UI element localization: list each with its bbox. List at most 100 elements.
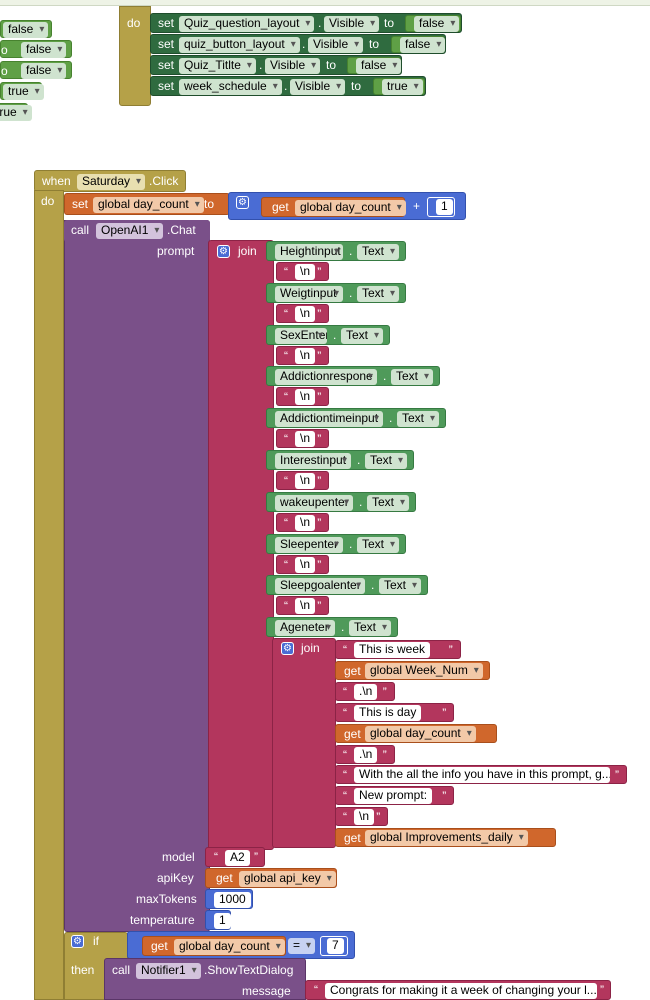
text-field[interactable]: This is day bbox=[354, 704, 422, 721]
property-dropdown[interactable]: Text bbox=[367, 494, 410, 511]
component-text-getter[interactable]: Ageneter. Text bbox=[266, 617, 398, 638]
text-string-block[interactable]: “ \n” bbox=[276, 512, 330, 532]
component-text-getter[interactable]: Heightinput. Text bbox=[266, 241, 406, 261]
text-field[interactable]: \n bbox=[295, 514, 316, 531]
text-string-block[interactable]: “ New prompt: ” bbox=[335, 786, 455, 806]
message-field[interactable]: Congrats for making it a week of changin… bbox=[325, 983, 597, 999]
message-text-block[interactable]: “ Congrats for making it a week of chang… bbox=[305, 980, 611, 1000]
component-dropdown[interactable]: wakeupenter bbox=[275, 494, 353, 511]
component-dropdown[interactable]: Addictiontimeinput bbox=[275, 411, 383, 428]
text-string-block[interactable]: “ .\n ” bbox=[335, 744, 395, 764]
left-false-block-1[interactable]: false bbox=[0, 20, 52, 38]
property-dropdown[interactable]: Visible bbox=[308, 37, 364, 53]
variable-dropdown[interactable]: global Improvements_daily bbox=[365, 830, 528, 847]
inner-join-gear-icon[interactable]: ⚙ bbox=[281, 642, 294, 655]
top-set-row-2[interactable]: set quiz_button_layout . Visible to fals… bbox=[150, 34, 446, 54]
text-field[interactable]: \n bbox=[295, 347, 316, 364]
component-dropdown[interactable]: SexEnter bbox=[275, 327, 327, 344]
component-text-getter[interactable]: Addictiontimeinput. Text bbox=[266, 408, 446, 429]
text-field[interactable]: \n bbox=[295, 473, 316, 489]
get-api-key-block[interactable]: get global api_key bbox=[205, 868, 337, 888]
component-text-getter[interactable]: Weigtinput. Text bbox=[266, 282, 406, 303]
text-field[interactable]: This is week bbox=[354, 642, 431, 658]
component-dropdown[interactable]: Sleepgoalenter bbox=[275, 578, 365, 595]
boolean-block[interactable]: false bbox=[405, 15, 461, 32]
set-variable-dropdown[interactable]: global day_count bbox=[93, 197, 204, 213]
left-false-block-2[interactable]: o false bbox=[0, 40, 72, 58]
boolean-block[interactable]: false bbox=[391, 36, 446, 53]
property-dropdown[interactable]: Text bbox=[357, 244, 400, 260]
outer-join-block[interactable] bbox=[208, 240, 274, 850]
property-dropdown[interactable]: Visible bbox=[265, 58, 321, 74]
text-string-block[interactable]: “ \n” bbox=[276, 596, 330, 616]
text-field[interactable]: \n bbox=[295, 556, 316, 573]
mutator-gear-icon[interactable]: ⚙ bbox=[236, 196, 249, 209]
get-variable-block[interactable]: get global Week_Num bbox=[335, 660, 490, 680]
max-tokens-field[interactable]: 1000 bbox=[214, 892, 251, 908]
text-string-block[interactable]: “ \n” bbox=[276, 303, 330, 323]
boolean-dropdown[interactable]: false bbox=[400, 37, 446, 53]
text-string-block[interactable]: “ \n” bbox=[276, 429, 330, 449]
left-true-block-2[interactable]: true bbox=[0, 103, 32, 121]
model-text-block[interactable]: “ A2 ” bbox=[205, 847, 265, 867]
component-dropdown[interactable]: Interestinput bbox=[275, 453, 351, 469]
property-dropdown[interactable]: Text bbox=[349, 620, 392, 637]
top-set-row-4[interactable]: set week_schedule . Visible to true bbox=[150, 76, 426, 96]
model-field[interactable]: A2 bbox=[225, 850, 250, 866]
max-tokens-block[interactable]: 1000 bbox=[205, 889, 253, 909]
text-field[interactable]: \n bbox=[295, 598, 316, 615]
if-gear-icon[interactable]: ⚙ bbox=[71, 935, 84, 948]
variable-dropdown[interactable]: global day_count bbox=[365, 725, 476, 742]
when-saturday-click-event[interactable]: when Saturday .Click bbox=[34, 170, 186, 192]
text-string-block[interactable]: “ \n” bbox=[276, 471, 330, 490]
addition-block[interactable]: ⚙ get global day_count + 1 bbox=[228, 192, 466, 220]
text-string-block[interactable]: “ \n” bbox=[276, 554, 330, 574]
set-global-day-count[interactable]: set global day_count to bbox=[64, 193, 230, 215]
text-field[interactable]: \n bbox=[295, 264, 316, 280]
boolean-block[interactable]: false bbox=[347, 57, 402, 74]
get-variable-block[interactable]: get global Improvements_daily bbox=[335, 828, 556, 848]
text-string-block[interactable]: “ This is week ” bbox=[335, 640, 461, 659]
api-key-dropdown[interactable]: global api_key bbox=[239, 871, 336, 887]
component-text-getter[interactable]: Sleepgoalenter. Text bbox=[266, 575, 428, 596]
boolean-dropdown[interactable]: false bbox=[356, 58, 402, 74]
variable-dropdown[interactable]: global Week_Num bbox=[365, 662, 483, 679]
compare-variable-dropdown[interactable]: global day_count bbox=[174, 939, 285, 955]
value-dropdown[interactable]: false bbox=[21, 63, 67, 79]
text-field[interactable]: \n bbox=[295, 305, 316, 322]
component-text-getter[interactable]: Sleepenter. Text bbox=[266, 533, 406, 554]
text-string-block[interactable]: “ \n” bbox=[276, 387, 330, 407]
value-dropdown[interactable]: false bbox=[3, 22, 49, 38]
top-set-row-3[interactable]: set Quiz_Titlte . Visible to false bbox=[150, 55, 402, 75]
text-string-block[interactable]: “ This is day ” bbox=[335, 702, 455, 722]
value-dropdown[interactable]: true bbox=[3, 84, 44, 100]
component-dropdown[interactable]: Weigtinput bbox=[275, 285, 343, 302]
left-false-block-3[interactable]: o false bbox=[0, 61, 72, 79]
number-field[interactable]: 1 bbox=[436, 199, 453, 215]
property-dropdown[interactable]: Visible bbox=[290, 79, 346, 95]
text-field[interactable]: .\n bbox=[354, 746, 378, 763]
text-string-block[interactable]: “ \n” bbox=[276, 262, 330, 281]
top-event-block[interactable] bbox=[119, 6, 151, 106]
join-gear-icon[interactable]: ⚙ bbox=[217, 245, 230, 258]
text-field[interactable]: With the all the info you have in this p… bbox=[354, 767, 610, 784]
temperature-block[interactable]: 1 bbox=[205, 910, 231, 930]
text-field[interactable]: \n bbox=[295, 389, 316, 406]
value-dropdown[interactable]: true bbox=[0, 105, 32, 121]
text-field[interactable]: \n bbox=[354, 809, 375, 826]
property-dropdown[interactable]: Text bbox=[391, 369, 434, 386]
compare-number-block[interactable]: 7 bbox=[320, 936, 348, 956]
temperature-field[interactable]: 1 bbox=[214, 913, 231, 929]
property-dropdown[interactable]: Visible bbox=[324, 16, 380, 32]
text-field[interactable]: New prompt: bbox=[354, 788, 433, 805]
component-dropdown[interactable]: quiz_button_layout bbox=[179, 37, 300, 53]
component-text-getter[interactable]: SexEnter. Text bbox=[266, 324, 390, 345]
component-dropdown[interactable]: Ageneter bbox=[275, 620, 335, 637]
component-text-getter[interactable]: Addictionrespone. Text bbox=[266, 366, 440, 387]
text-field[interactable]: \n bbox=[295, 431, 316, 448]
call-openai-chat[interactable] bbox=[64, 220, 210, 932]
call-component-dropdown[interactable]: OpenAI1 bbox=[96, 223, 164, 239]
notifier-component-dropdown[interactable]: Notifier1 bbox=[136, 963, 201, 979]
property-dropdown[interactable]: Text bbox=[379, 578, 422, 595]
get-day-count-block[interactable]: get global day_count bbox=[261, 197, 406, 217]
